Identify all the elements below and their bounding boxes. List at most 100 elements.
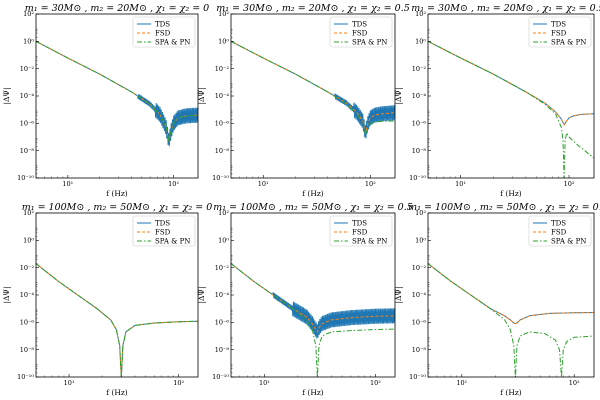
legend-label: FSD bbox=[551, 228, 567, 236]
y-tick-label: 10⁻⁶ bbox=[20, 120, 35, 128]
y-tick-label: 10⁻⁶ bbox=[20, 319, 35, 327]
series-tds-line bbox=[36, 40, 198, 147]
y-tick-label: 10² bbox=[23, 209, 34, 217]
y-tick-label: 10⁻⁸ bbox=[215, 346, 230, 354]
y-tick-label: 10⁻¹⁰ bbox=[212, 373, 229, 381]
x-tick-label: 10¹ bbox=[455, 180, 466, 188]
y-tick-label: 10⁻⁴ bbox=[412, 291, 427, 299]
legend-label: SPA & PN bbox=[155, 38, 190, 46]
y-tick-label: 10⁻² bbox=[215, 264, 230, 272]
series-spa-pn-line bbox=[428, 263, 594, 377]
legend-label: SPA & PN bbox=[551, 237, 586, 245]
y-tick-label: 10⁰ bbox=[415, 237, 426, 245]
y-tick-label: 10⁻⁸ bbox=[215, 147, 230, 155]
panel-title: m₁ = 30M⊙ , m₂ = 20M⊙ , χ₁ = χ₂ = 0.99 bbox=[411, 3, 600, 14]
y-tick-label: 10⁻⁸ bbox=[412, 346, 427, 354]
legend-label: SPA & PN bbox=[352, 38, 387, 46]
y-tick-label: 10⁻² bbox=[215, 65, 230, 73]
y-tick-label: 10⁻¹⁰ bbox=[409, 174, 426, 182]
panel-title: m₁ = 30M⊙ , m₂ = 20M⊙ , χ₁ = χ₂ = 0.5 bbox=[216, 3, 410, 14]
panel-3: m₁ = 30M⊙ , m₂ = 20M⊙ , χ₁ = χ₂ = 0.9910… bbox=[394, 3, 600, 198]
y-tick-label: 10⁻⁸ bbox=[20, 147, 35, 155]
x-tick-label: 10² bbox=[168, 180, 179, 188]
x-tick-label: 10² bbox=[569, 379, 580, 387]
legend-label: SPA & PN bbox=[551, 38, 586, 46]
y-tick-label: 10⁻⁶ bbox=[215, 319, 230, 327]
y-tick-label: 10⁻⁸ bbox=[412, 147, 427, 155]
y-tick-label: 10² bbox=[218, 10, 229, 18]
legend-label: FSD bbox=[551, 29, 567, 37]
y-tick-label: 10⁻¹⁰ bbox=[17, 373, 34, 381]
panel-title: m₁ = 100M⊙ , m₂ = 50M⊙ , χ₁ = χ₂ = 0.99 bbox=[408, 202, 600, 213]
y-tick-label: 10⁻¹⁰ bbox=[409, 373, 426, 381]
legend-label: SPA & PN bbox=[155, 237, 190, 245]
legend-label: TDS bbox=[155, 20, 170, 28]
y-axis-label: |ΔΨ| bbox=[394, 87, 403, 104]
legend-label: TDS bbox=[551, 20, 566, 28]
y-tick-label: 10⁻² bbox=[20, 65, 35, 73]
y-axis-label: |ΔΨ| bbox=[2, 87, 11, 104]
y-tick-label: 10⁻⁴ bbox=[215, 92, 230, 100]
legend-label: FSD bbox=[352, 228, 368, 236]
series-fsd-line bbox=[36, 40, 198, 142]
series-tds-line bbox=[36, 263, 198, 377]
panel-4: m₁ = 100M⊙ , m₂ = 50M⊙ , χ₁ = χ₂ = 0 10⁻¹… bbox=[2, 202, 212, 397]
legend-label: TDS bbox=[352, 20, 367, 28]
series-fsd-line bbox=[428, 263, 594, 325]
panel-title: m₁ = 100M⊙ , m₂ = 50M⊙ , χ₁ = χ₂ = 0 bbox=[22, 202, 213, 213]
panel-5: m₁ = 100M⊙ , m₂ = 50M⊙ , χ₁ = χ₂ = 0.510… bbox=[197, 202, 413, 397]
x-tick-label: 10² bbox=[173, 379, 184, 387]
y-tick-label: 10⁻² bbox=[412, 264, 427, 272]
series-fsd-line bbox=[231, 40, 395, 134]
series-spa-pn-line bbox=[231, 40, 395, 137]
x-axis-label: f (Hz) bbox=[106, 189, 128, 198]
y-tick-label: 10⁻⁴ bbox=[412, 92, 427, 100]
series-fsd-line bbox=[36, 263, 198, 377]
series-tds-line bbox=[428, 263, 594, 325]
y-tick-label: 10² bbox=[218, 209, 229, 217]
y-axis-label: |ΔΨ| bbox=[394, 286, 403, 303]
y-tick-label: 10⁻⁴ bbox=[215, 291, 230, 299]
x-axis-label: f (Hz) bbox=[106, 388, 128, 397]
series-spa-pn-line bbox=[36, 263, 198, 377]
panel-title: m₁ = 100M⊙ , m₂ = 50M⊙ , χ₁ = χ₂ = 0.5 bbox=[213, 202, 413, 213]
y-tick-label: 10⁻¹⁰ bbox=[17, 174, 34, 182]
x-axis-label: f (Hz) bbox=[302, 189, 324, 198]
y-axis-label: |ΔΨ| bbox=[197, 87, 206, 104]
x-tick-label: 10¹ bbox=[456, 379, 467, 387]
series-tds-line bbox=[231, 263, 395, 339]
y-tick-label: 10² bbox=[23, 10, 34, 18]
y-tick-label: 10⁰ bbox=[23, 237, 34, 245]
legend-label: FSD bbox=[155, 29, 171, 37]
y-tick-label: 10² bbox=[415, 209, 426, 217]
legend-label: FSD bbox=[155, 228, 171, 236]
y-tick-label: 10⁻² bbox=[20, 264, 35, 272]
y-tick-label: 10² bbox=[415, 10, 426, 18]
x-axis-label: f (Hz) bbox=[500, 189, 522, 198]
y-axis-label: |ΔΨ| bbox=[197, 286, 206, 303]
x-axis-label: f (Hz) bbox=[302, 388, 324, 397]
x-axis-label: f (Hz) bbox=[500, 388, 522, 397]
legend-label: TDS bbox=[352, 219, 367, 227]
y-tick-label: 10⁻² bbox=[412, 65, 427, 73]
panel-1: m₁ = 30M⊙ , m₂ = 20M⊙ , χ₁ = χ₂ = 0 10⁻¹⁰… bbox=[2, 3, 209, 198]
series-spa-pn-line bbox=[428, 40, 594, 178]
y-tick-label: 10⁻⁸ bbox=[20, 346, 35, 354]
x-tick-label: 10² bbox=[370, 379, 381, 387]
panel-6: m₁ = 100M⊙ , m₂ = 50M⊙ , χ₁ = χ₂ = 0.991… bbox=[394, 202, 600, 397]
x-tick-label: 10¹ bbox=[258, 180, 269, 188]
y-tick-label: 10⁰ bbox=[218, 237, 229, 245]
x-tick-label: 10² bbox=[564, 180, 575, 188]
x-tick-label: 10¹ bbox=[64, 379, 75, 387]
x-tick-label: 10² bbox=[365, 180, 376, 188]
legend-label: TDS bbox=[155, 219, 170, 227]
y-tick-label: 10⁰ bbox=[23, 38, 34, 46]
legend-label: SPA & PN bbox=[352, 237, 387, 245]
y-tick-label: 10⁻⁴ bbox=[20, 291, 35, 299]
